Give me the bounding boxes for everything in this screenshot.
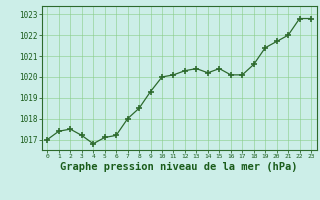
X-axis label: Graphe pression niveau de la mer (hPa): Graphe pression niveau de la mer (hPa) <box>60 162 298 172</box>
